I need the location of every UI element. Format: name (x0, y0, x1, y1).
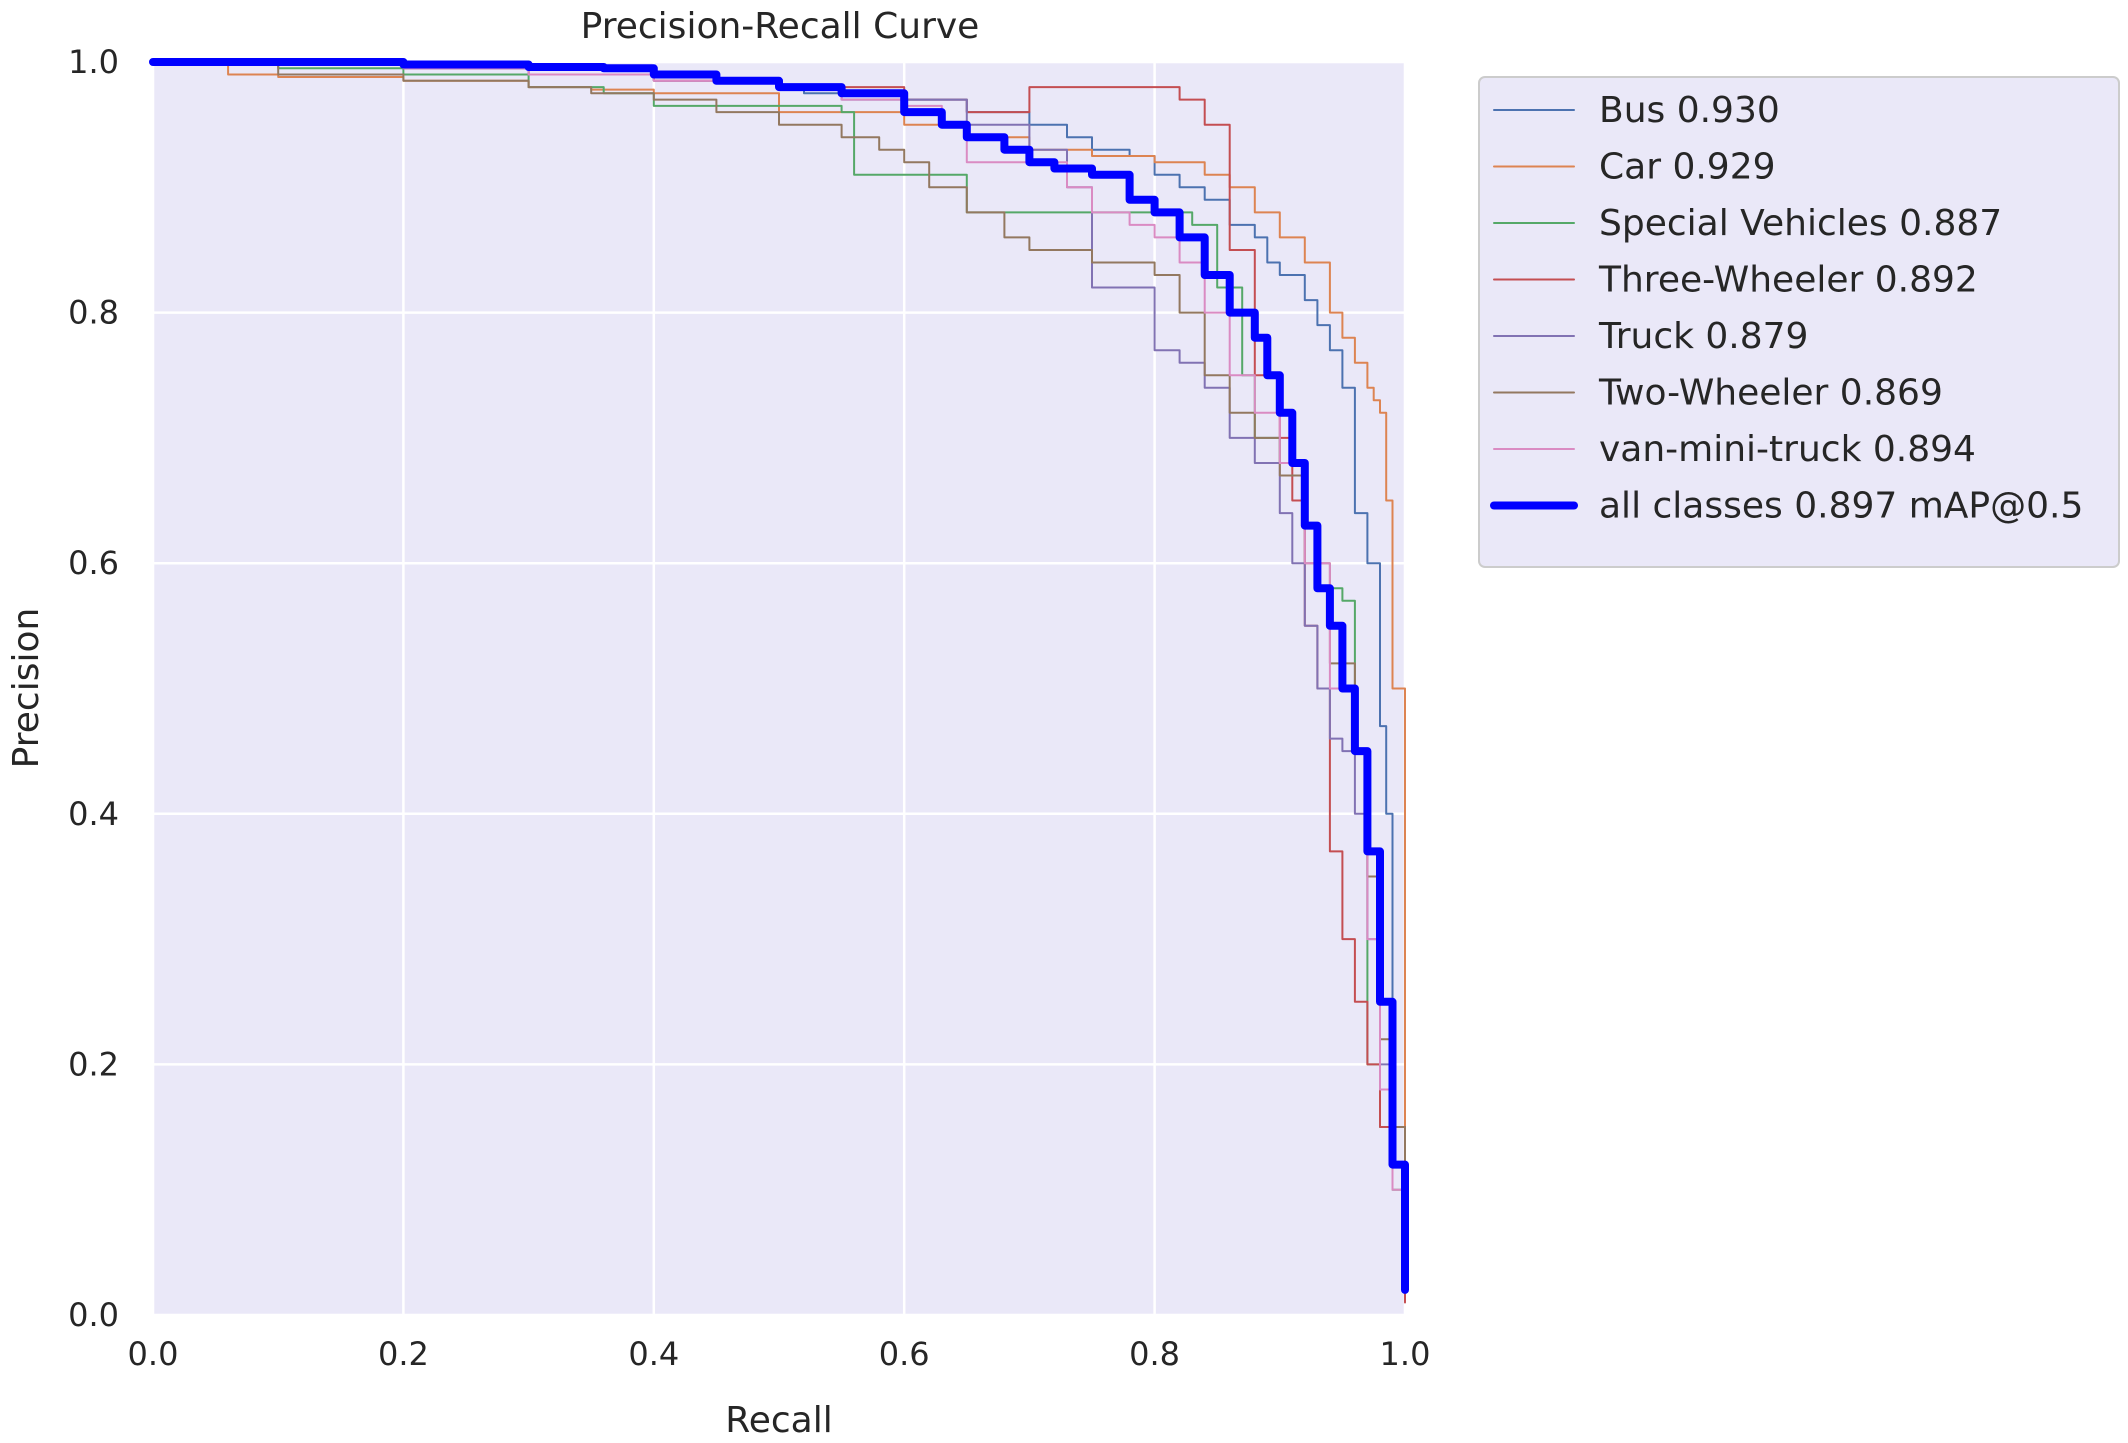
x-tick-label: 0.0 (128, 1335, 179, 1373)
series-line-7 (149, 58, 1409, 1294)
x-tick-label: 0.8 (1129, 1335, 1180, 1373)
series-layer (149, 58, 1409, 1304)
legend-entry: Two-Wheeler 0.869 (1598, 373, 1943, 414)
y-tick-label: 1.0 (68, 43, 119, 81)
legend: Bus 0.930 Car 0.929 Special Vehicles 0.887… (1478, 76, 2120, 568)
x-tick-label: 0.2 (378, 1335, 429, 1373)
y-axis-label: Precision (6, 608, 47, 769)
series-line-5 (152, 61, 1406, 1229)
plot-area (153, 62, 1405, 1315)
ticks: 0.0 0.2 0.4 0.6 0.8 1.0 0.0 0.2 0.4 0.6 0.8 1.0 (68, 43, 1430, 1373)
legend-entry: Bus 0.930 (1599, 90, 1780, 131)
x-tick-label: 0.4 (628, 1335, 679, 1373)
legend-entry: Car 0.929 (1599, 147, 1776, 188)
legend-entry: all classes 0.897 mAP@0.5 (1599, 486, 2083, 527)
chart-title: Precision-Recall Curve (581, 6, 980, 47)
y-tick-label: 0.0 (68, 1296, 119, 1334)
x-tick-label: 0.6 (879, 1335, 930, 1373)
legend-entry: Special Vehicles 0.887 (1599, 203, 2002, 244)
x-tick-label: 1.0 (1380, 1335, 1431, 1373)
legend-entry: van-mini-truck 0.894 (1599, 429, 1976, 470)
y-tick-label: 0.2 (68, 1045, 119, 1083)
y-tick-label: 0.8 (68, 294, 119, 332)
legend-entry: Three-Wheeler 0.892 (1598, 260, 1978, 301)
y-tick-label: 0.4 (68, 795, 119, 833)
legend-entry: Truck 0.879 (1598, 316, 1808, 357)
legend-box (1478, 76, 2120, 568)
y-tick-label: 0.6 (68, 544, 119, 582)
x-axis-label: Recall (725, 1400, 832, 1441)
